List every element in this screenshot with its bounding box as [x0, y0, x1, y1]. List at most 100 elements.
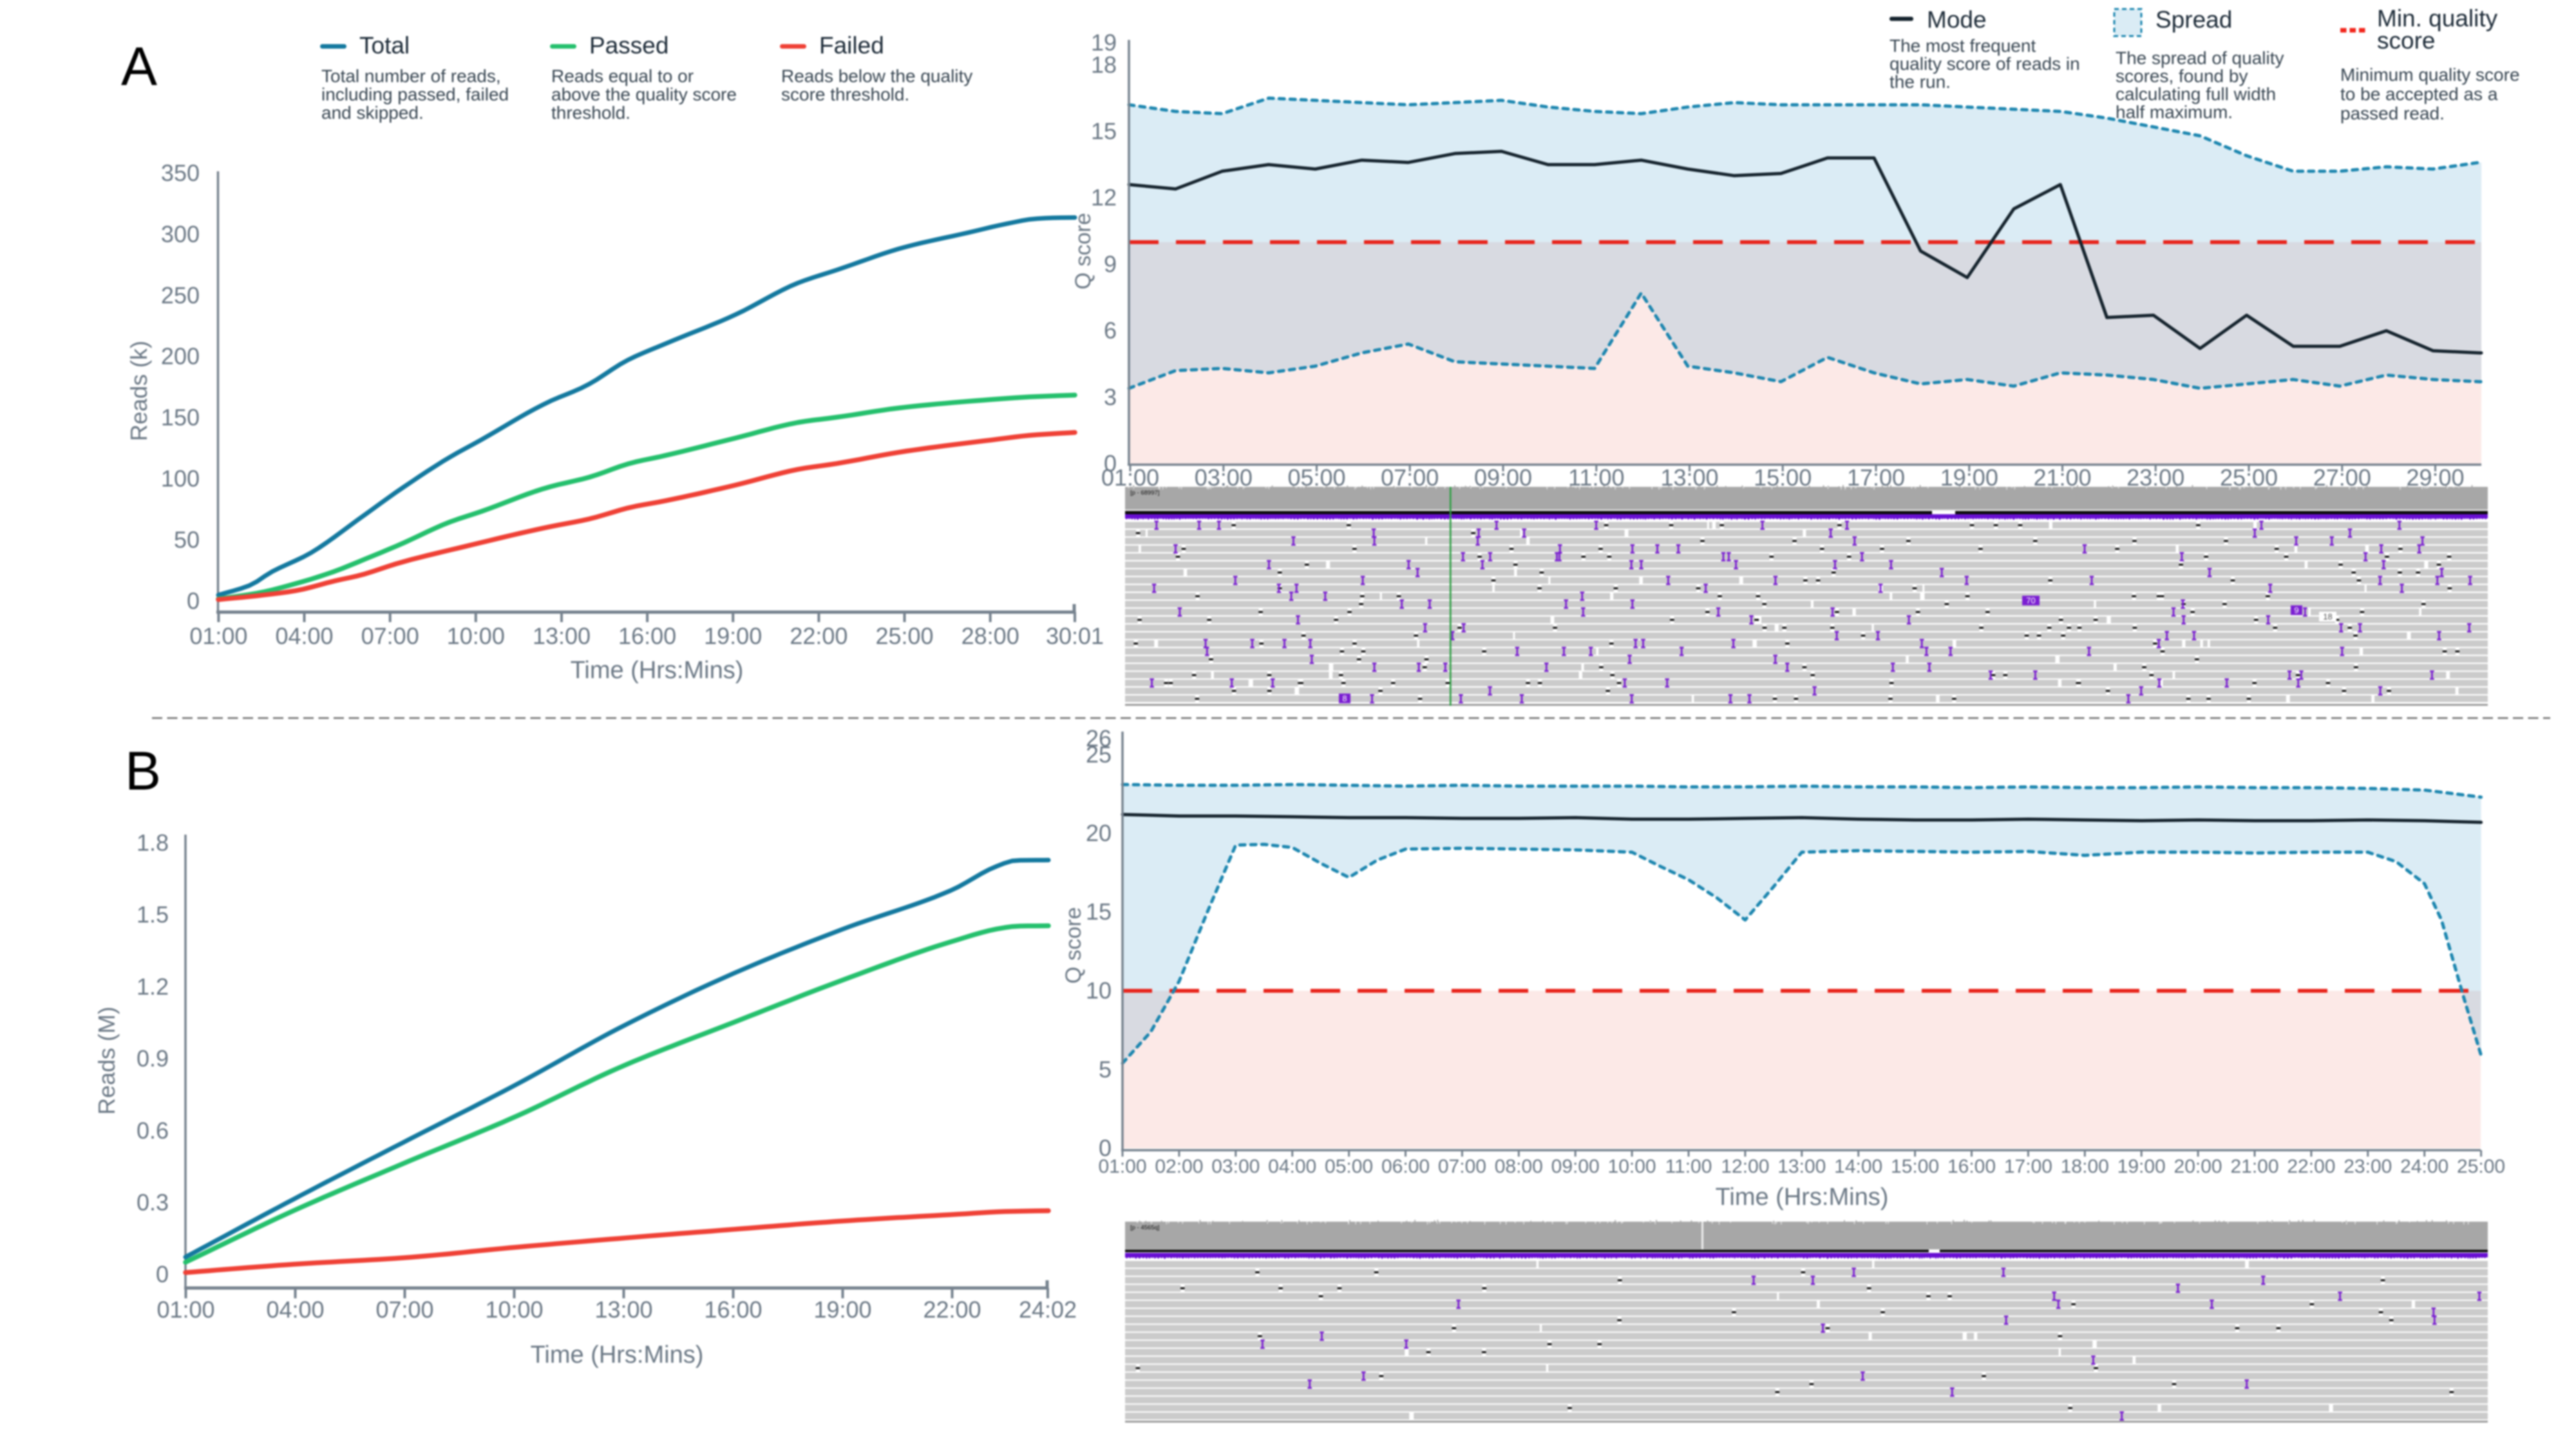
svg-text:25:00: 25:00 — [2457, 1156, 2505, 1177]
svg-text:22:00: 22:00 — [2287, 1156, 2335, 1177]
svg-text:23:00: 23:00 — [2126, 464, 2184, 491]
svg-text:15:00: 15:00 — [1754, 464, 1812, 491]
svg-text:16:00: 16:00 — [1947, 1156, 1996, 1177]
svg-text:01:00: 01:00 — [156, 1296, 214, 1323]
svg-text:07:00: 07:00 — [1438, 1156, 1486, 1177]
svg-text:Reads (M): Reads (M) — [93, 1007, 120, 1115]
svg-text:01:00: 01:00 — [1101, 464, 1159, 491]
svg-text:16:00: 16:00 — [618, 623, 676, 649]
svg-text:above the quality score: above the quality score — [551, 84, 737, 104]
svg-text:10:00: 10:00 — [1608, 1156, 1656, 1177]
svg-text:250: 250 — [161, 282, 200, 308]
svg-text:0.6: 0.6 — [137, 1117, 169, 1144]
svg-text:03:00: 03:00 — [1211, 1156, 1260, 1177]
svg-text:13:00: 13:00 — [1777, 1156, 1826, 1177]
svg-text:[p - 4565q]: [p - 4565q] — [1130, 1224, 1159, 1231]
svg-text:05:00: 05:00 — [1287, 464, 1345, 491]
svg-text:09:00: 09:00 — [1551, 1156, 1600, 1177]
svg-text:to be accepted as a: to be accepted as a — [2340, 84, 2498, 104]
svg-text:26: 26 — [1086, 725, 1112, 752]
svg-text:25:00: 25:00 — [2220, 464, 2278, 491]
svg-text:10: 10 — [1086, 978, 1112, 1004]
svg-text:20: 20 — [1086, 820, 1112, 846]
svg-text:Spread: Spread — [2155, 6, 2232, 33]
svg-text:18:00: 18:00 — [2061, 1156, 2109, 1177]
svg-text:22:00: 22:00 — [923, 1296, 981, 1323]
svg-text:Min. quality: Min. quality — [2377, 5, 2498, 32]
svg-text:300: 300 — [161, 221, 200, 247]
svg-text:70: 70 — [2026, 596, 2035, 605]
svg-text:8: 8 — [1342, 694, 1347, 703]
svg-text:Failed: Failed — [819, 32, 884, 59]
svg-text:06:00: 06:00 — [1381, 1156, 1430, 1177]
svg-text:28:00: 28:00 — [961, 623, 1019, 649]
svg-text:27:00: 27:00 — [2313, 464, 2371, 491]
svg-text:0: 0 — [187, 587, 200, 614]
svg-text:Reads (k): Reads (k) — [126, 341, 152, 441]
svg-text:07:00: 07:00 — [1381, 464, 1439, 491]
svg-text:0.3: 0.3 — [137, 1189, 169, 1216]
svg-text:12:00: 12:00 — [1721, 1156, 1769, 1177]
svg-text:calculating full width: calculating full width — [2116, 84, 2276, 104]
svg-text:including passed, failed: including passed, failed — [321, 84, 509, 104]
svg-text:13:00: 13:00 — [1660, 464, 1718, 491]
svg-text:Reads equal to or: Reads equal to or — [551, 66, 694, 86]
svg-text:half maximum.: half maximum. — [2116, 102, 2233, 122]
svg-text:07:00: 07:00 — [375, 1296, 433, 1323]
svg-text:B: B — [125, 741, 161, 801]
svg-text:0: 0 — [156, 1261, 169, 1287]
svg-text:17:00: 17:00 — [1847, 464, 1905, 491]
svg-text:16:00: 16:00 — [704, 1296, 762, 1323]
svg-text:and skipped.: and skipped. — [321, 103, 424, 123]
svg-text:19:00: 19:00 — [704, 623, 762, 649]
svg-text:15: 15 — [1091, 118, 1117, 144]
svg-text:04:00: 04:00 — [275, 623, 333, 649]
svg-text:30:01: 30:01 — [1046, 623, 1104, 649]
svg-text:20:00: 20:00 — [2174, 1156, 2222, 1177]
svg-text:13:00: 13:00 — [594, 1296, 652, 1323]
svg-text:3: 3 — [1104, 384, 1117, 410]
svg-text:100: 100 — [161, 466, 200, 492]
svg-text:Total: Total — [359, 32, 410, 59]
svg-text:03:00: 03:00 — [1195, 464, 1253, 491]
svg-text:9: 9 — [2294, 605, 2298, 615]
svg-text:passed read.: passed read. — [2340, 104, 2445, 124]
svg-text:11:00: 11:00 — [1665, 1156, 1712, 1177]
svg-text:Q score: Q score — [1071, 213, 1095, 289]
svg-text:[p - 68997]: [p - 68997] — [1130, 489, 1159, 497]
svg-text:11:00: 11:00 — [1568, 464, 1624, 491]
svg-text:Time (Hrs:Mins): Time (Hrs:Mins) — [571, 657, 744, 684]
svg-text:quality score of reads in: quality score of reads in — [1889, 54, 2080, 74]
svg-text:0: 0 — [1104, 450, 1117, 477]
svg-text:18: 18 — [2323, 612, 2332, 621]
svg-text:A: A — [121, 36, 157, 97]
svg-text:Time (Hrs:Mins): Time (Hrs:Mins) — [531, 1341, 704, 1368]
svg-text:1.2: 1.2 — [137, 973, 169, 999]
svg-text:200: 200 — [161, 343, 200, 370]
svg-text:score: score — [2377, 28, 2435, 54]
svg-text:0: 0 — [1099, 1135, 1112, 1161]
svg-text:25: 25 — [1086, 741, 1112, 768]
svg-text:Passed: Passed — [589, 32, 668, 59]
svg-text:13:00: 13:00 — [533, 623, 591, 649]
svg-text:24:00: 24:00 — [2400, 1156, 2448, 1177]
svg-text:Q score: Q score — [1061, 907, 1086, 983]
svg-text:Reads below the quality: Reads below the quality — [781, 66, 972, 86]
svg-text:10:00: 10:00 — [447, 623, 505, 649]
svg-text:08:00: 08:00 — [1495, 1156, 1543, 1177]
svg-text:scores, found by: scores, found by — [2116, 66, 2248, 86]
svg-text:15: 15 — [1086, 898, 1112, 925]
svg-text:19: 19 — [1091, 29, 1117, 55]
svg-text:1.8: 1.8 — [137, 829, 169, 856]
svg-text:19:00: 19:00 — [813, 1296, 871, 1323]
svg-text:24:02: 24:02 — [1019, 1296, 1077, 1323]
svg-text:01:00: 01:00 — [1098, 1156, 1146, 1177]
svg-text:04:00: 04:00 — [1268, 1156, 1316, 1177]
svg-text:01:00: 01:00 — [189, 623, 247, 649]
svg-text:12: 12 — [1091, 184, 1117, 211]
svg-text:14:00: 14:00 — [1834, 1156, 1882, 1177]
svg-text:09:00: 09:00 — [1474, 464, 1532, 491]
svg-text:Total number of reads,: Total number of reads, — [321, 66, 501, 86]
svg-text:the run.: the run. — [1889, 72, 1951, 92]
svg-text:05:00: 05:00 — [1325, 1156, 1373, 1177]
